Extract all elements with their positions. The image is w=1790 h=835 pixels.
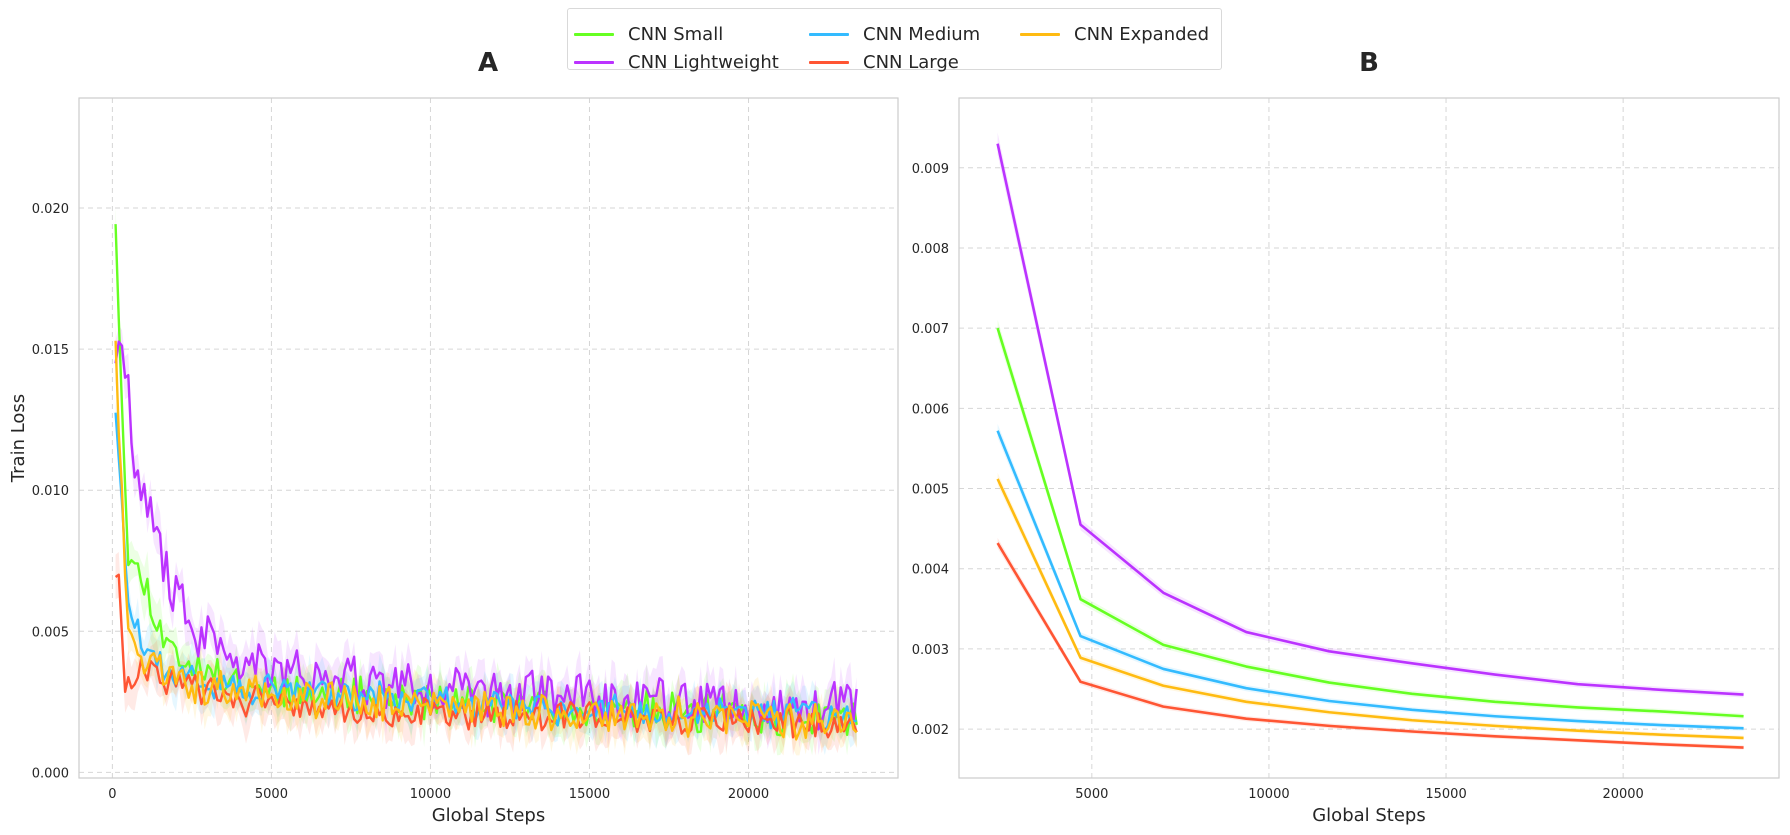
plot-area [959, 98, 1779, 778]
y-tick-label: 0.009 [912, 162, 949, 177]
series-line-cnn-lightweight [996, 143, 1744, 696]
x-tick-label: 15000 [569, 787, 610, 802]
panel-title: A [478, 48, 498, 78]
legend-swatch [1020, 32, 1060, 36]
x-tick-label: 10000 [410, 787, 451, 802]
x-tick-label: 10000 [1248, 787, 1289, 802]
y-tick-label: 0.010 [32, 484, 69, 499]
y-tick-label: 0.005 [912, 483, 949, 498]
y-tick-label: 0.000 [32, 766, 69, 781]
series-line-cnn-large [114, 573, 858, 739]
y-axis-label: Train Loss [8, 394, 29, 483]
y-tick-label: 0.007 [912, 322, 949, 337]
y-tick-label: 0.006 [912, 402, 949, 417]
x-tick-label: 5000 [1075, 787, 1108, 802]
legend-label: CNN Large [863, 51, 959, 73]
legend-label: CNN Expanded [1074, 23, 1210, 45]
legend-label: CNN Lightweight [628, 51, 779, 73]
legend-swatch [574, 32, 614, 36]
legend-swatch [809, 60, 849, 64]
series-line-cnn-medium [996, 430, 1744, 730]
series-line-cnn-small [996, 327, 1744, 718]
legend-label: CNN Medium [863, 23, 981, 45]
legend-swatch [574, 60, 614, 64]
y-tick-label: 0.008 [912, 242, 949, 257]
plot-frame [78, 97, 899, 779]
legend-label: CNN Small [628, 23, 724, 45]
legend-item-cnn-lightweight: CNN Lightweight [574, 49, 779, 75]
panel-b: 5000 10000 15000 20000 0.002 0.003 0.004 0.005 0… [912, 48, 1780, 826]
x-tick-label: 5000 [255, 787, 288, 802]
y-tick-label: 0.003 [912, 643, 949, 658]
legend-item-cnn-expanded: CNN Expanded [1020, 21, 1209, 47]
legend-swatch [809, 32, 849, 36]
legend-item-cnn-large: CNN Large [809, 49, 959, 75]
x-tick-label: 20000 [728, 787, 769, 802]
plot-frame [958, 97, 1780, 779]
x-tick-label: 15000 [1425, 787, 1466, 802]
series-line-cnn-expanded [114, 340, 858, 741]
y-tick-label: 0.020 [32, 202, 69, 217]
series-line-cnn-expanded [996, 478, 1744, 740]
series-band-3 [115, 551, 857, 756]
legend-item-cnn-medium: CNN Medium [809, 21, 980, 47]
y-tick-label: 0.004 [912, 563, 949, 578]
y-tick-label: 0.005 [32, 625, 69, 640]
x-tick-label: 20000 [1602, 787, 1643, 802]
y-tick-label: 0.002 [912, 723, 949, 738]
series-line-cnn-large [996, 542, 1744, 749]
x-axis-label: Global Steps [1312, 805, 1426, 826]
legend-item-cnn-small: CNN Small [574, 21, 723, 47]
y-tick-label: 0.015 [32, 343, 69, 358]
legend: CNN Small CNN Lightweight CNN Medium CNN… [567, 8, 1222, 73]
x-tick-label: 0 [108, 787, 116, 802]
x-axis-label: Global Steps [432, 805, 546, 826]
panel-title: B [1359, 48, 1379, 78]
panel-a: 0 5000 10000 15000 20000 0.000 0.005 0.010 0.015… [8, 48, 899, 826]
